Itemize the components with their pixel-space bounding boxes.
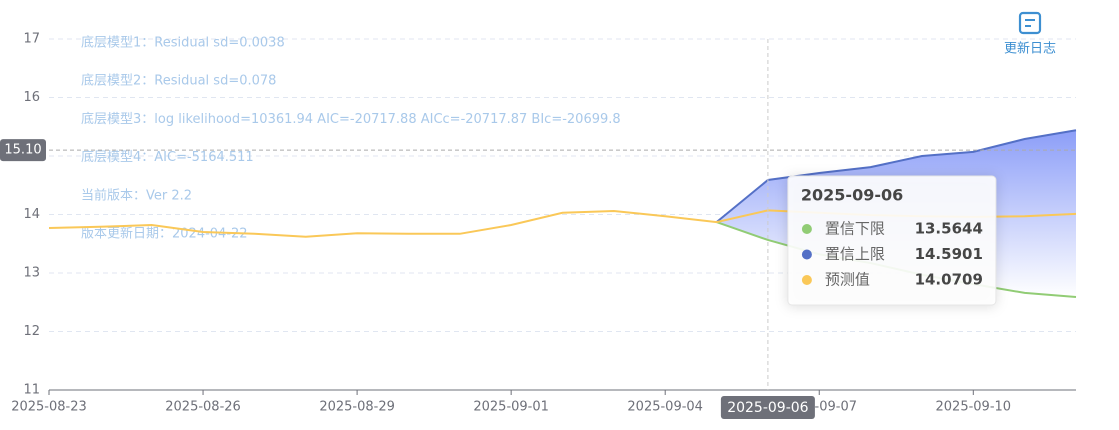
log-icon	[1018, 11, 1042, 35]
tooltip-dot	[801, 249, 812, 260]
x-tick-label: 2025-08-29	[319, 400, 395, 415]
toolbar-label: 更新日志	[1004, 41, 1056, 57]
annotation: 底层模型1：Residual sd=0.0038	[81, 35, 285, 51]
tooltip-series-name: 置信上限	[825, 245, 885, 263]
tooltip: 2025-09-06 置信下限 13.5644 置信上限 14.5901 预测值 14.07…	[787, 175, 997, 306]
x-tick-label: 2025-09-01	[473, 400, 549, 415]
x-tick-label: 2025-08-23	[11, 400, 87, 415]
tooltip-title: 2025-09-06	[801, 186, 903, 205]
y-tick-label: 16	[23, 90, 40, 105]
y-tick-label: 14	[23, 207, 40, 222]
annotation: 当前版本：Ver 2.2	[81, 187, 192, 203]
toolbar-button[interactable]: 更新日志	[1004, 11, 1056, 57]
tooltip-value: 14.5901	[915, 245, 983, 263]
tooltip-dot	[801, 275, 812, 285]
x-tick-label: 2025-09-10	[936, 400, 1012, 415]
tooltip-dot	[801, 224, 812, 234]
y-tick-label: 11	[23, 383, 40, 398]
tooltip-value: 13.5644	[915, 220, 983, 238]
crosshair-x-label: 2025-09-06	[727, 400, 808, 416]
x-tick-label: 2025-08-26	[165, 400, 241, 415]
tooltip-series-name: 预测值	[825, 271, 870, 289]
crosshair-y-label: 15.10	[4, 143, 41, 158]
annotation: 底层模型4：AIC=-5164.511	[81, 149, 254, 165]
tooltip-series-name: 置信下限	[825, 220, 885, 238]
annotation: 底层模型2：Residual sd=0.078	[81, 73, 276, 89]
y-tick-label: 13	[23, 266, 40, 281]
series-line	[715, 129, 1077, 223]
tooltip-value: 14.0709	[915, 271, 983, 289]
crosshair-y-box	[0, 139, 46, 162]
y-tick-label: 12	[23, 324, 40, 339]
crosshair-x-box	[720, 396, 815, 419]
annotation: 底层模型3：log likelihood=10361.94 AIC=-20717…	[81, 111, 621, 127]
annotation: 版本更新日期：2024-04-22	[81, 226, 248, 242]
tooltip-box	[787, 175, 997, 306]
y-tick-label: 17	[23, 32, 40, 47]
x-tick-label: 2025-09-04	[627, 400, 703, 415]
